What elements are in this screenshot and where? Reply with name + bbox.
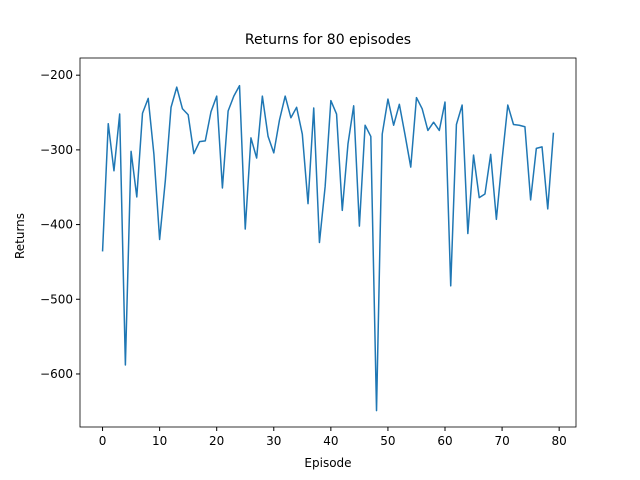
y-tick-label: −500 bbox=[40, 292, 73, 306]
x-tick-label: 70 bbox=[494, 434, 509, 448]
y-tick-label: −600 bbox=[40, 367, 73, 381]
x-tick-label: 0 bbox=[99, 434, 107, 448]
x-axis-label: Episode bbox=[304, 456, 351, 470]
x-tick-label: 60 bbox=[437, 434, 452, 448]
chart-title: Returns for 80 episodes bbox=[245, 32, 411, 48]
x-tick-label: 40 bbox=[323, 434, 338, 448]
x-tick-label: 10 bbox=[152, 434, 167, 448]
x-tick-label: 80 bbox=[552, 434, 567, 448]
line bbox=[101, 84, 555, 412]
y-tick-label: −400 bbox=[40, 218, 73, 232]
x-tick-label: 50 bbox=[380, 434, 395, 448]
y-axis-label: Returns bbox=[13, 213, 27, 259]
x-tick-label: 30 bbox=[266, 434, 281, 448]
x-tick-label: 20 bbox=[209, 434, 224, 448]
y-tick-label: −200 bbox=[40, 68, 73, 82]
plot-frame bbox=[79, 57, 577, 428]
y-tick-label: −300 bbox=[40, 143, 73, 157]
